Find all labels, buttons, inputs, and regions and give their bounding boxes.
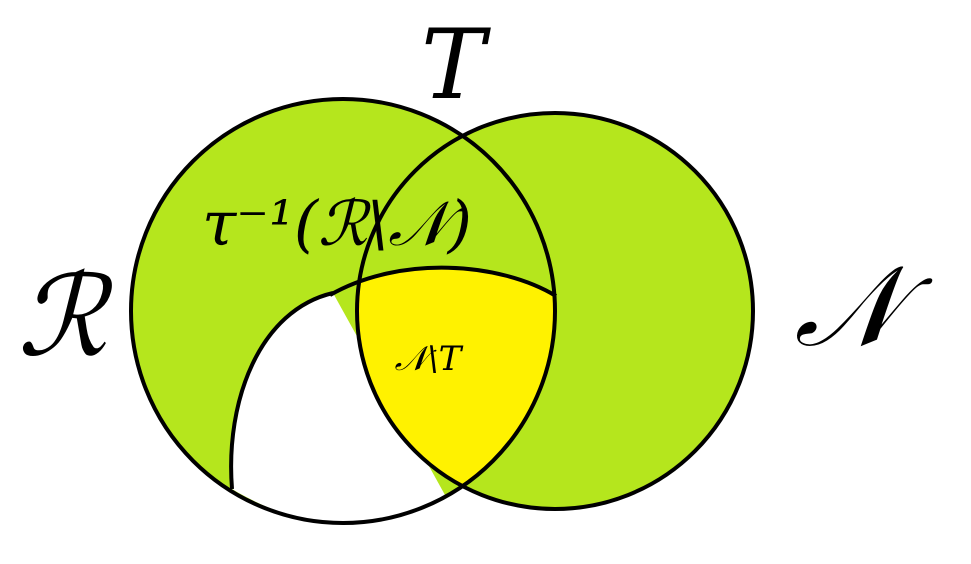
inner-arc-T [329, 265, 558, 298]
left-set-outline [129, 97, 557, 525]
label-left-set: ℛ [17, 252, 113, 382]
inner-arc-white [229, 291, 334, 490]
label-right-set: 𝒩 [794, 242, 933, 372]
label-yellow-region: 𝒩\T [395, 339, 464, 379]
label-preimage-region: τ⁻¹(ℛ\𝒩) [202, 187, 472, 260]
right-set-outline [355, 111, 755, 511]
white-region [231, 293, 445, 523]
label-top-set: T [421, 9, 491, 121]
